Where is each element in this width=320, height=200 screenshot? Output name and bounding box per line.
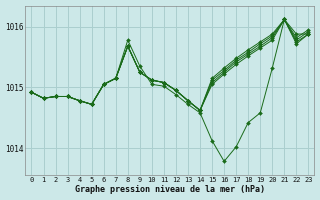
X-axis label: Graphe pression niveau de la mer (hPa): Graphe pression niveau de la mer (hPa): [75, 185, 265, 194]
